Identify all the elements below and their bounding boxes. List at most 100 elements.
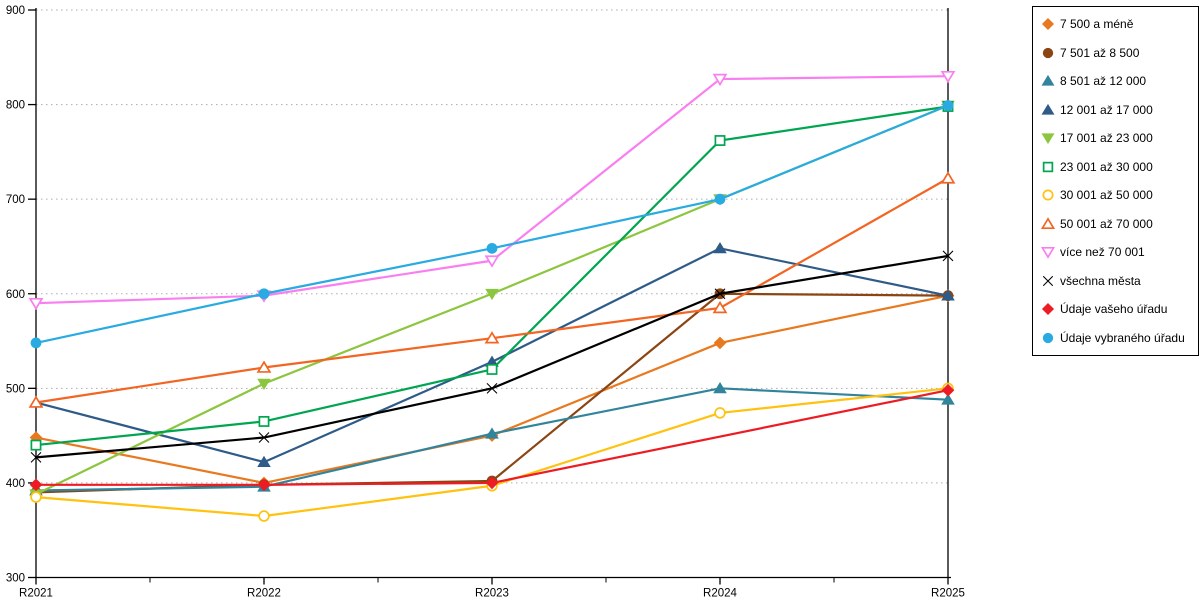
y-axis-label: 400 bbox=[6, 478, 25, 490]
legend-label: všechna města bbox=[1060, 273, 1141, 288]
data-point-marker bbox=[485, 476, 499, 490]
series-line bbox=[36, 389, 949, 486]
diamond-marker-icon bbox=[1041, 17, 1055, 31]
x-axis-label: R2021 bbox=[19, 588, 53, 600]
legend-label: 8 501 až 12 000 bbox=[1060, 74, 1147, 89]
diamond-marker-icon bbox=[1041, 303, 1055, 316]
legend-item-7: 30 001 až 50 000 bbox=[1041, 187, 1192, 203]
x-axis-label: R2025 bbox=[931, 588, 965, 600]
data-point-marker bbox=[484, 331, 500, 344]
legend-item-1: 7 500 a méně bbox=[1041, 16, 1192, 32]
legend-label: 7 501 až 8 500 bbox=[1060, 45, 1140, 60]
data-point-marker bbox=[941, 289, 955, 301]
circle-marker-icon bbox=[1042, 332, 1054, 343]
data-point-marker bbox=[714, 407, 726, 419]
y-axis-label: 500 bbox=[6, 383, 25, 395]
triangle-down-marker-icon bbox=[1041, 247, 1055, 260]
legend-label: 23 001 až 30 000 bbox=[1060, 159, 1153, 174]
y-axis-label: 600 bbox=[6, 289, 25, 301]
line-chart: 300 400 500 600 700 800 900 R2021 R2022 R2023 R202… bbox=[6, 5, 965, 600]
circle-marker-icon bbox=[1042, 47, 1054, 58]
data-point-marker bbox=[258, 415, 270, 427]
legend-item-5: 17 001 až 23 000 bbox=[1041, 130, 1192, 146]
data-point-marker bbox=[942, 100, 954, 111]
x-axis-label: R2023 bbox=[475, 588, 509, 600]
circle-marker-icon bbox=[1042, 189, 1054, 201]
data-point-marker bbox=[714, 193, 726, 205]
legend-item-4: 12 001 až 17 000 bbox=[1041, 102, 1192, 118]
y-axis-label: 700 bbox=[6, 194, 25, 206]
data-point-marker bbox=[256, 360, 272, 373]
data-point-marker bbox=[258, 432, 270, 443]
data-point-marker bbox=[257, 378, 271, 390]
legend-item-9: více než 70 001 bbox=[1041, 244, 1192, 260]
data-point-marker bbox=[712, 73, 728, 87]
square-marker-icon bbox=[1042, 161, 1054, 172]
data-point-marker bbox=[30, 439, 42, 451]
data-point-marker bbox=[484, 255, 500, 268]
legend-label: více než 70 001 bbox=[1060, 245, 1145, 260]
legend-item-8: 50 001 až 70 000 bbox=[1041, 216, 1192, 232]
series-line bbox=[35, 75, 949, 305]
series-všechna-města bbox=[30, 250, 954, 463]
data-point-marker bbox=[712, 300, 728, 314]
legend-label: 12 001 až 17 000 bbox=[1060, 102, 1153, 117]
data-point-marker bbox=[713, 381, 727, 394]
legend-label: Údaje vašeho úřadu bbox=[1060, 302, 1168, 317]
data-point-marker bbox=[258, 510, 270, 522]
legend-item-12: Údaje vybraného úřadu bbox=[1041, 330, 1192, 346]
data-point-marker bbox=[486, 363, 498, 375]
series-line bbox=[35, 387, 949, 518]
series-údaje-vybraného-úřadu bbox=[30, 100, 954, 349]
legend-label: 30 001 až 50 000 bbox=[1060, 188, 1153, 203]
legend-label: 17 001 až 23 000 bbox=[1060, 131, 1153, 146]
legend-item-3: 8 501 až 12 000 bbox=[1041, 73, 1192, 89]
chart-legend: 7 500 a méně 7 501 až 8 500 8 501 až 12 00… bbox=[1032, 6, 1199, 356]
series-line bbox=[35, 105, 949, 447]
y-axis-label: 800 bbox=[6, 100, 25, 112]
legend-item-11: Údaje vašeho úřadu bbox=[1041, 301, 1192, 317]
y-axis-label: 300 bbox=[6, 573, 25, 585]
data-point-marker bbox=[486, 382, 498, 394]
triangle-up-marker-icon bbox=[1041, 74, 1055, 86]
data-point-marker bbox=[941, 393, 955, 405]
triangle-up-marker-icon bbox=[1041, 216, 1055, 229]
data-point-marker bbox=[485, 427, 499, 439]
legend-label: 50 001 až 70 000 bbox=[1060, 216, 1153, 231]
legend-item-2: 7 501 až 8 500 bbox=[1041, 45, 1192, 61]
x-axis-label: R2022 bbox=[247, 588, 281, 600]
data-point-marker bbox=[258, 288, 270, 300]
data-point-marker bbox=[942, 250, 954, 262]
series-23-001-až-30-000 bbox=[30, 101, 954, 451]
data-point-marker bbox=[30, 451, 42, 463]
line-chart-plot-area: 300 400 500 600 700 800 900 R2021 R2022 R2023 R202… bbox=[6, 5, 965, 600]
triangle-up-marker-icon bbox=[1041, 103, 1055, 115]
series-údaje-vašeho-úřadu bbox=[29, 383, 955, 492]
data-point-marker bbox=[714, 288, 726, 300]
data-point-marker bbox=[713, 241, 727, 254]
data-point-marker bbox=[940, 171, 956, 184]
data-point-marker bbox=[30, 337, 42, 349]
legend-label: Údaje vybraného úřadu bbox=[1060, 330, 1185, 345]
data-point-marker bbox=[257, 455, 271, 468]
data-point-marker bbox=[486, 242, 498, 254]
legend-item-6: 23 001 až 30 000 bbox=[1041, 159, 1192, 175]
series-více-než-70-001 bbox=[28, 70, 956, 311]
data-point-marker bbox=[28, 395, 44, 408]
data-point-marker bbox=[940, 70, 956, 84]
data-point-marker bbox=[941, 383, 955, 397]
data-point-marker bbox=[29, 478, 43, 492]
data-point-marker bbox=[713, 336, 727, 350]
data-point-marker bbox=[714, 135, 726, 146]
data-point-marker bbox=[30, 491, 42, 503]
data-point-marker bbox=[28, 297, 44, 311]
legend-item-10: všechna města bbox=[1041, 273, 1192, 289]
data-point-marker bbox=[485, 288, 499, 301]
series-line bbox=[35, 104, 949, 345]
series-50-001-až-70-000 bbox=[28, 171, 956, 408]
legend-label: 7 500 a méně bbox=[1060, 17, 1134, 31]
x-axis-label: R2024 bbox=[703, 588, 737, 600]
data-point-marker bbox=[257, 478, 271, 492]
triangle-down-marker-icon bbox=[1041, 133, 1055, 145]
